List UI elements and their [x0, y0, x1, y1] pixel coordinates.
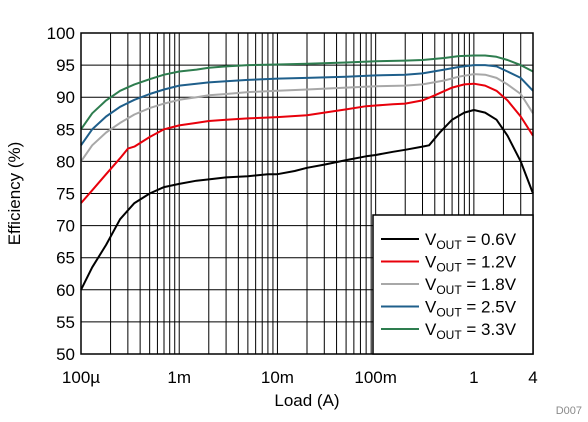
y-tick-label: 70: [56, 217, 75, 236]
x-axis-label: Load (A): [274, 391, 339, 410]
series-line-5: [80, 54, 534, 130]
y-tick-labels: 50 55 60 65 70 75 80 85 90 95 100: [47, 24, 75, 364]
series-line-4: [80, 64, 534, 146]
series-layer: [80, 54, 534, 291]
series-line-1: [80, 109, 534, 291]
legend-label-4: VOUT = 2.5V: [425, 298, 517, 320]
y-tick-label: 50: [56, 345, 75, 364]
x-tick-labels: 100µ 1m 10m 100m 1 4: [62, 368, 538, 387]
legend-label-1: VOUT = 0.6V: [425, 230, 517, 252]
y-tick-label: 55: [56, 313, 75, 332]
y-tick-label: 65: [56, 249, 75, 268]
x-tick-label: 4: [528, 368, 537, 387]
legend-label-3: VOUT = 1.8V: [425, 275, 517, 297]
x-tick-label: 100m: [354, 368, 397, 387]
x-tick-label: 1: [469, 368, 478, 387]
y-tick-label: 90: [56, 88, 75, 107]
x-tick-label: 1m: [167, 368, 191, 387]
x-tick-label: 100µ: [62, 368, 100, 387]
y-tick-label: 75: [56, 185, 75, 204]
y-tick-label: 100: [47, 24, 75, 43]
y-tick-label: 60: [56, 281, 75, 300]
figure-id: D007: [556, 405, 582, 417]
plot-frame: [80, 32, 534, 355]
y-axis-label: Efficiency (%): [5, 142, 24, 246]
legend-label-2: VOUT = 1.2V: [425, 253, 517, 275]
y-tick-label: 85: [56, 120, 75, 139]
x-tick-label: 10m: [261, 368, 294, 387]
legend-label-5: VOUT = 3.3V: [425, 320, 517, 342]
y-tick-label: 80: [56, 152, 75, 171]
series-line-2: [80, 82, 534, 204]
y-tick-label: 95: [56, 56, 75, 75]
series-line-3: [80, 73, 534, 162]
